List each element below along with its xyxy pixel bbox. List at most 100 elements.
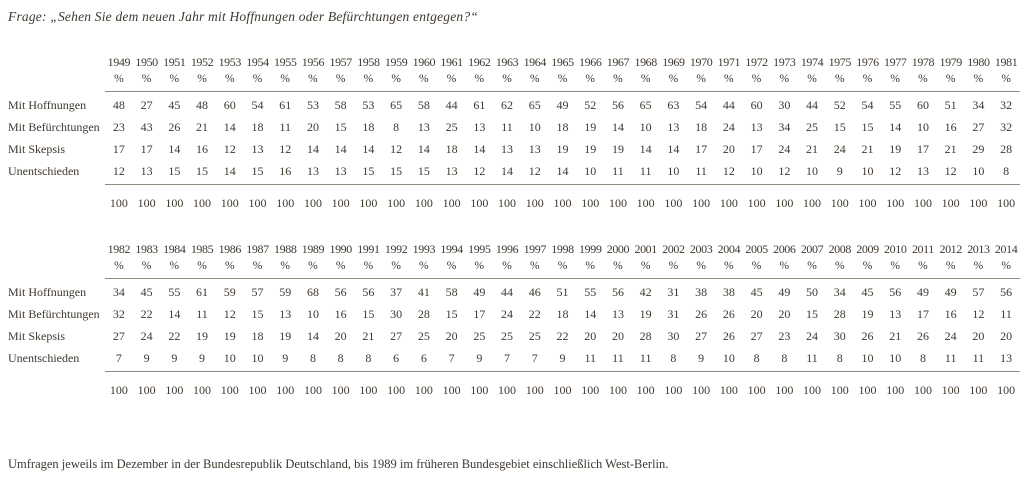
value-cell: 18 xyxy=(362,120,375,134)
value-cell: 17 xyxy=(695,142,708,156)
value-cell: 14 xyxy=(417,142,430,156)
percent-sign: % xyxy=(502,260,512,272)
total-cell: 100 xyxy=(830,196,849,210)
value-cell: 11 xyxy=(612,351,624,365)
total-cell: 100 xyxy=(581,383,600,397)
value-cell: 11 xyxy=(1000,307,1012,321)
value-cell: 9 xyxy=(282,351,289,365)
value-cell: 15 xyxy=(417,164,430,178)
value-cell: 26 xyxy=(722,329,735,343)
value-cell: 7 xyxy=(531,351,538,365)
value-cell: 13 xyxy=(334,164,347,178)
value-cell: 32 xyxy=(1000,98,1013,112)
total-cell: 100 xyxy=(165,196,184,210)
value-cell: 10 xyxy=(750,164,763,178)
value-cell: 12 xyxy=(279,142,292,156)
total-cell: 100 xyxy=(248,196,267,210)
value-cell: 26 xyxy=(695,307,708,321)
value-cell: 15 xyxy=(445,307,458,321)
value-cell: 27 xyxy=(112,329,125,343)
value-cell: 7 xyxy=(115,351,122,365)
unit-row-spacer xyxy=(8,73,105,90)
year-header: 1970 xyxy=(689,55,713,69)
total-cell: 100 xyxy=(803,383,822,397)
value-cell: 22 xyxy=(556,329,569,343)
value-cell: 29 xyxy=(972,142,985,156)
percent-sign: % xyxy=(391,260,401,272)
percent-sign: % xyxy=(585,260,596,272)
value-cell: 28 xyxy=(833,307,846,321)
value-cell: 13 xyxy=(251,142,264,156)
total-cell: 100 xyxy=(886,196,905,210)
value-cell: 49 xyxy=(778,285,791,299)
percent-sign: % xyxy=(252,73,263,85)
value-cell: 10 xyxy=(916,120,929,134)
value-cell: 12 xyxy=(390,142,403,156)
total-cell: 100 xyxy=(858,196,877,210)
year-header: 2011 xyxy=(911,242,934,256)
value-cell: 13 xyxy=(501,142,514,156)
total-cell: 100 xyxy=(137,196,156,210)
year-header: 1977 xyxy=(884,55,907,69)
value-cell: 11 xyxy=(695,164,707,178)
row-label: Mit Befürchtungen xyxy=(8,307,100,321)
year-header: 1968 xyxy=(634,55,657,69)
percent-sign: % xyxy=(114,73,124,85)
value-cell: 14 xyxy=(306,142,319,156)
total-cell: 100 xyxy=(941,383,960,397)
value-cell: 15 xyxy=(390,164,403,178)
value-cell: 17 xyxy=(750,142,763,156)
value-cell: 12 xyxy=(722,164,735,178)
value-cell: 19 xyxy=(861,307,874,321)
value-cell: 27 xyxy=(140,98,153,112)
value-cell: 45 xyxy=(168,98,181,112)
unit-row-spacer xyxy=(8,260,105,277)
percent-sign: % xyxy=(613,73,623,85)
year-header: 1959 xyxy=(384,55,408,69)
value-cell: 16 xyxy=(279,164,292,178)
value-cell: 27 xyxy=(972,120,985,134)
value-cell: 20 xyxy=(750,307,763,321)
total-cell: 100 xyxy=(165,383,184,397)
total-cell: 100 xyxy=(359,383,378,397)
value-cell: 62 xyxy=(501,98,514,112)
value-cell: 15 xyxy=(196,164,209,178)
value-cell: 8 xyxy=(836,351,843,365)
totals-row-spacer xyxy=(8,187,105,213)
percent-sign: % xyxy=(724,260,734,272)
value-cell: 16 xyxy=(944,120,957,134)
percent-sign: % xyxy=(363,73,374,85)
value-cell: 27 xyxy=(390,329,403,343)
value-cell: 56 xyxy=(889,285,902,299)
percent-sign: % xyxy=(724,73,734,85)
year-header: 1963 xyxy=(495,55,519,69)
value-cell: 24 xyxy=(778,142,791,156)
percent-sign: % xyxy=(335,73,346,85)
value-cell: 19 xyxy=(223,329,236,343)
value-cell: 38 xyxy=(722,285,735,299)
total-cell: 100 xyxy=(303,383,322,397)
total-cell: 100 xyxy=(276,383,295,397)
value-cell: 25 xyxy=(806,120,819,134)
value-cell: 26 xyxy=(722,307,735,321)
value-cell: 60 xyxy=(750,98,763,112)
total-cell: 100 xyxy=(997,383,1016,397)
value-cell: 13 xyxy=(306,164,319,178)
percent-sign: % xyxy=(890,73,901,85)
value-cell: 14 xyxy=(306,329,319,343)
value-cell: 24 xyxy=(722,120,735,134)
value-cell: 41 xyxy=(417,285,430,299)
value-cell: 44 xyxy=(722,98,735,112)
row-label: Mit Skepsis xyxy=(8,329,66,343)
value-cell: 13 xyxy=(140,164,153,178)
total-cell: 100 xyxy=(692,196,711,210)
total-cell: 100 xyxy=(775,196,794,210)
year-header: 1961 xyxy=(440,55,463,69)
year-header: 2010 xyxy=(884,242,907,256)
value-cell: 8 xyxy=(753,351,760,365)
percent-sign: % xyxy=(862,260,873,272)
value-cell: 18 xyxy=(556,120,569,134)
percent-sign: % xyxy=(834,260,845,272)
value-cell: 26 xyxy=(916,329,929,343)
value-cell: 55 xyxy=(168,285,181,299)
